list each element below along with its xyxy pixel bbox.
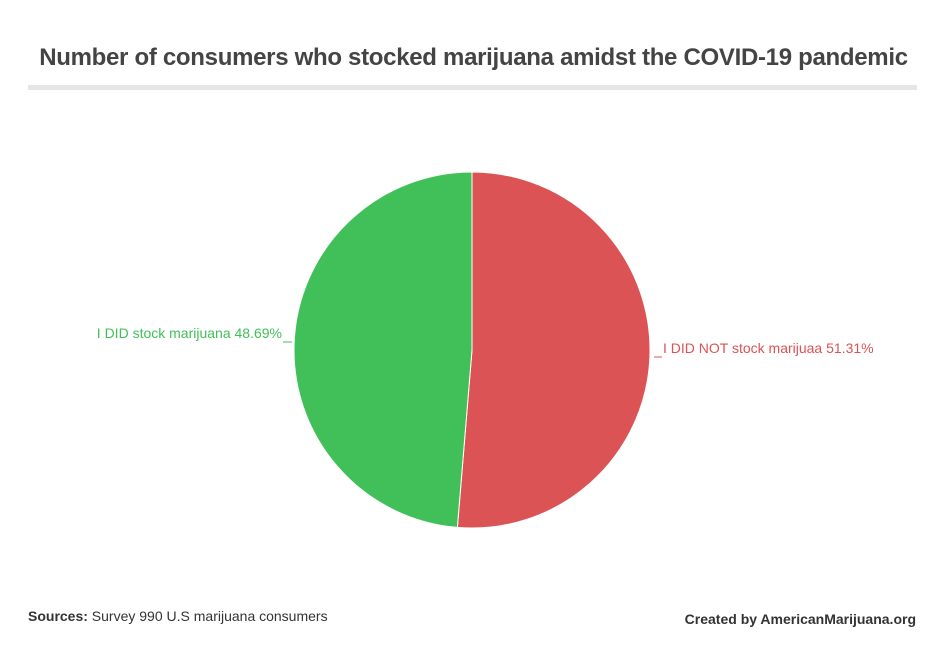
title-divider: [28, 85, 917, 90]
pie-slice: [293, 171, 473, 528]
sources-label: Sources:: [28, 608, 88, 624]
slice-label: I DID stock marijuana 48.69%: [97, 325, 282, 341]
chart-title: Number of consumers who stocked marijuan…: [39, 44, 908, 71]
slice-label: I DID NOT stock marijuaa 51.31%: [663, 340, 874, 356]
credit-text: Created by AmericanMarijuana.org: [684, 611, 916, 627]
sources-text: Survey 990 U.S marijuana consumers: [87, 608, 328, 624]
pie-slice: [456, 171, 651, 529]
sources-note: Sources: Survey 990 U.S marijuana consum…: [28, 608, 328, 624]
